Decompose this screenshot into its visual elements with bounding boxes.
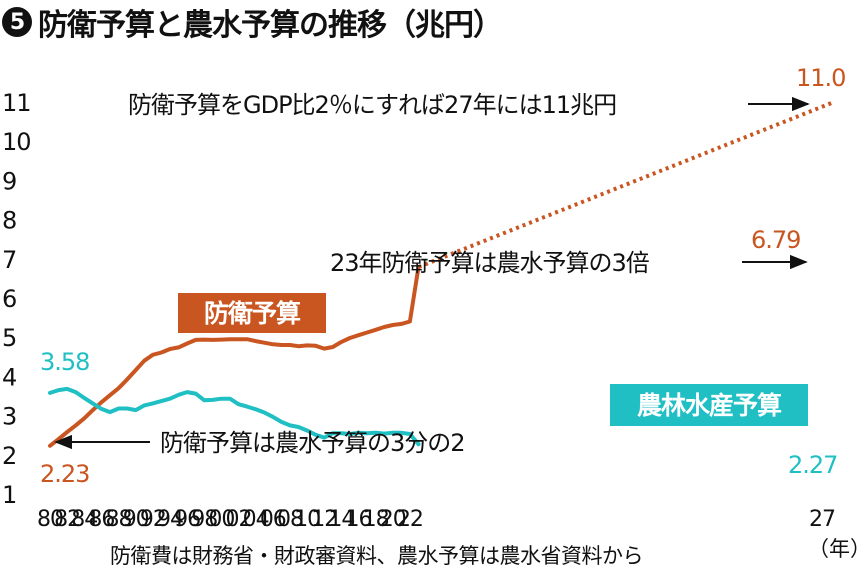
y-tick-label: 10	[2, 128, 31, 156]
x-tick-label: 27	[809, 507, 835, 532]
x-tick-label: 12	[311, 507, 337, 532]
x-tick-label: 84	[71, 507, 97, 532]
agri-label-box	[610, 384, 808, 426]
agri-label: 農林水産予算	[637, 391, 782, 420]
y-tick-label: 3	[2, 403, 16, 431]
x-tick-label: 06	[260, 507, 286, 532]
x-unit-label: （年）	[808, 537, 859, 561]
annotation-1980-ratio: 防衛予算は農水予算の3分の2	[160, 429, 465, 457]
x-tick-label: 86	[88, 507, 114, 532]
number-badge: 5	[2, 7, 32, 37]
x-tick-label: 02	[226, 507, 252, 532]
source-note: 防衛費は財務省・財政審資料、農水予算は農水省資料から	[110, 544, 644, 568]
x-tick-label: 92	[140, 507, 166, 532]
x-tick-label: 08	[277, 507, 303, 532]
y-tick-label: 5	[2, 324, 16, 352]
x-tick-label: 16	[346, 507, 372, 532]
defense-label-box	[178, 293, 326, 333]
x-tick-label: 80	[37, 507, 63, 532]
annotation-gdp: 防衛予算をGDP比2％にすれば27年には11兆円	[128, 91, 616, 119]
y-tick-label: 7	[2, 246, 16, 274]
end-agri-value: 2.27	[788, 451, 837, 479]
x-tick-label: 90	[123, 507, 149, 532]
x-tick-label: 96	[174, 507, 200, 532]
x-tick-label: 22	[397, 507, 423, 532]
x-tick-label: 94	[157, 507, 183, 532]
x-tick-label: 98	[191, 507, 217, 532]
x-tick-label: 14	[328, 507, 354, 532]
chart-title: 5 防衛予算と農水予算の推移（兆円）	[2, 2, 503, 43]
y-tick-label: 1	[2, 481, 16, 509]
title-text: 防衛予算と農水予算の推移（兆円）	[38, 8, 503, 43]
defense-line	[48, 265, 421, 448]
y-tick-label: 4	[2, 363, 16, 391]
x-tick-label: 20	[380, 507, 406, 532]
defense-label: 防衛予算	[204, 299, 301, 328]
x-tick-label: 82	[54, 507, 80, 532]
y-tick-label: 11	[2, 89, 31, 117]
y-tick-label: 6	[2, 285, 16, 313]
x-tick-label: 04	[243, 507, 269, 532]
x-tick-label: 18	[363, 507, 389, 532]
start-agri-value: 3.58	[40, 348, 89, 376]
agri-line	[48, 386, 421, 447]
defense-2027-value: 11.0	[796, 64, 845, 92]
defense-2023-value: 6.79	[751, 226, 800, 254]
y-tick-label: 8	[2, 207, 16, 235]
y-tick-label: 9	[2, 167, 16, 195]
x-tick-label: 88	[106, 507, 132, 532]
annotation-2023-ratio: 23年防衛予算は農水予算の3倍	[330, 249, 650, 277]
y-tick-label: 2	[2, 442, 16, 470]
start-defense-value: 2.23	[40, 460, 89, 488]
x-tick-label: 00	[208, 507, 234, 532]
defense-projection-line	[417, 100, 835, 269]
x-tick-label: 10	[294, 507, 320, 532]
